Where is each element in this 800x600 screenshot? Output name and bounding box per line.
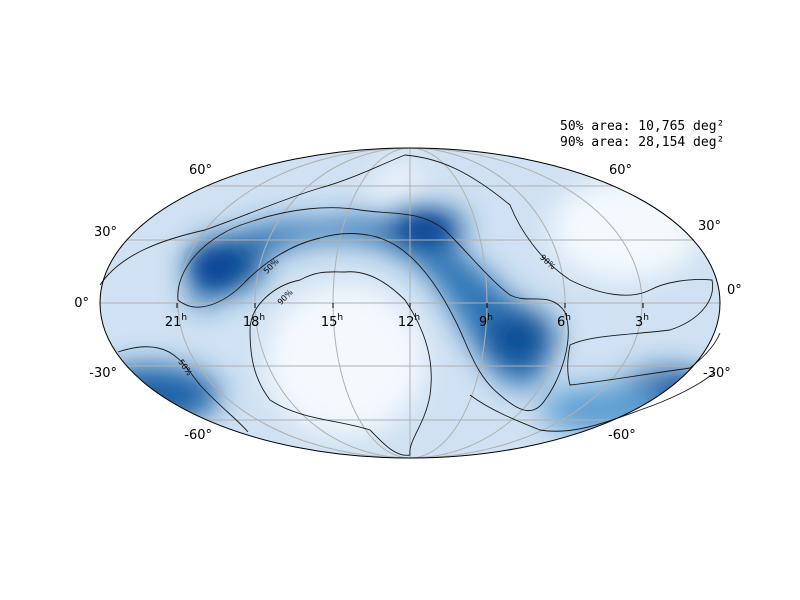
contour-90-outer [99, 154, 721, 386]
map-border [99, 147, 721, 459]
area-50-label: 50% area: 10,765 deg² [560, 119, 725, 134]
probability-contours [99, 154, 721, 456]
ra-label: 18h [243, 313, 265, 330]
dec-label: -60° [608, 428, 636, 443]
contour-50-south-east [469, 371, 716, 432]
dec-label: 0° [74, 296, 89, 311]
ra-label: 3h [635, 313, 649, 330]
ra-labels: 21h 18h 15h 12h 9h 6h 3h [165, 313, 649, 330]
area-90-label: 90% area: 28,154 deg² [560, 135, 725, 150]
ra-label: 12h [398, 313, 420, 330]
dec-label: 0° [727, 283, 742, 298]
contour-90-inner [249, 271, 432, 456]
ra-label: 21h [165, 313, 187, 330]
dec-label: 30° [698, 219, 721, 234]
dec-label: -60° [184, 428, 212, 443]
dec-label: 30° [94, 225, 117, 240]
dec-label: 60° [189, 163, 212, 178]
contour-50-north [177, 207, 569, 411]
ra-ticks [176, 303, 644, 308]
ra-label: 9h [479, 313, 493, 330]
ra-label: 15h [321, 313, 343, 330]
dec-labels-left: 60° 30° 0° -30° -60° [74, 163, 212, 443]
ra-label: 6h [557, 313, 571, 330]
contour-50-south [117, 346, 249, 433]
dec-label: -30° [703, 366, 731, 381]
dec-label: 60° [609, 163, 632, 178]
dec-label: -30° [89, 366, 117, 381]
dec-labels-right: 60° 30° 0° -30° -60° [608, 163, 742, 443]
